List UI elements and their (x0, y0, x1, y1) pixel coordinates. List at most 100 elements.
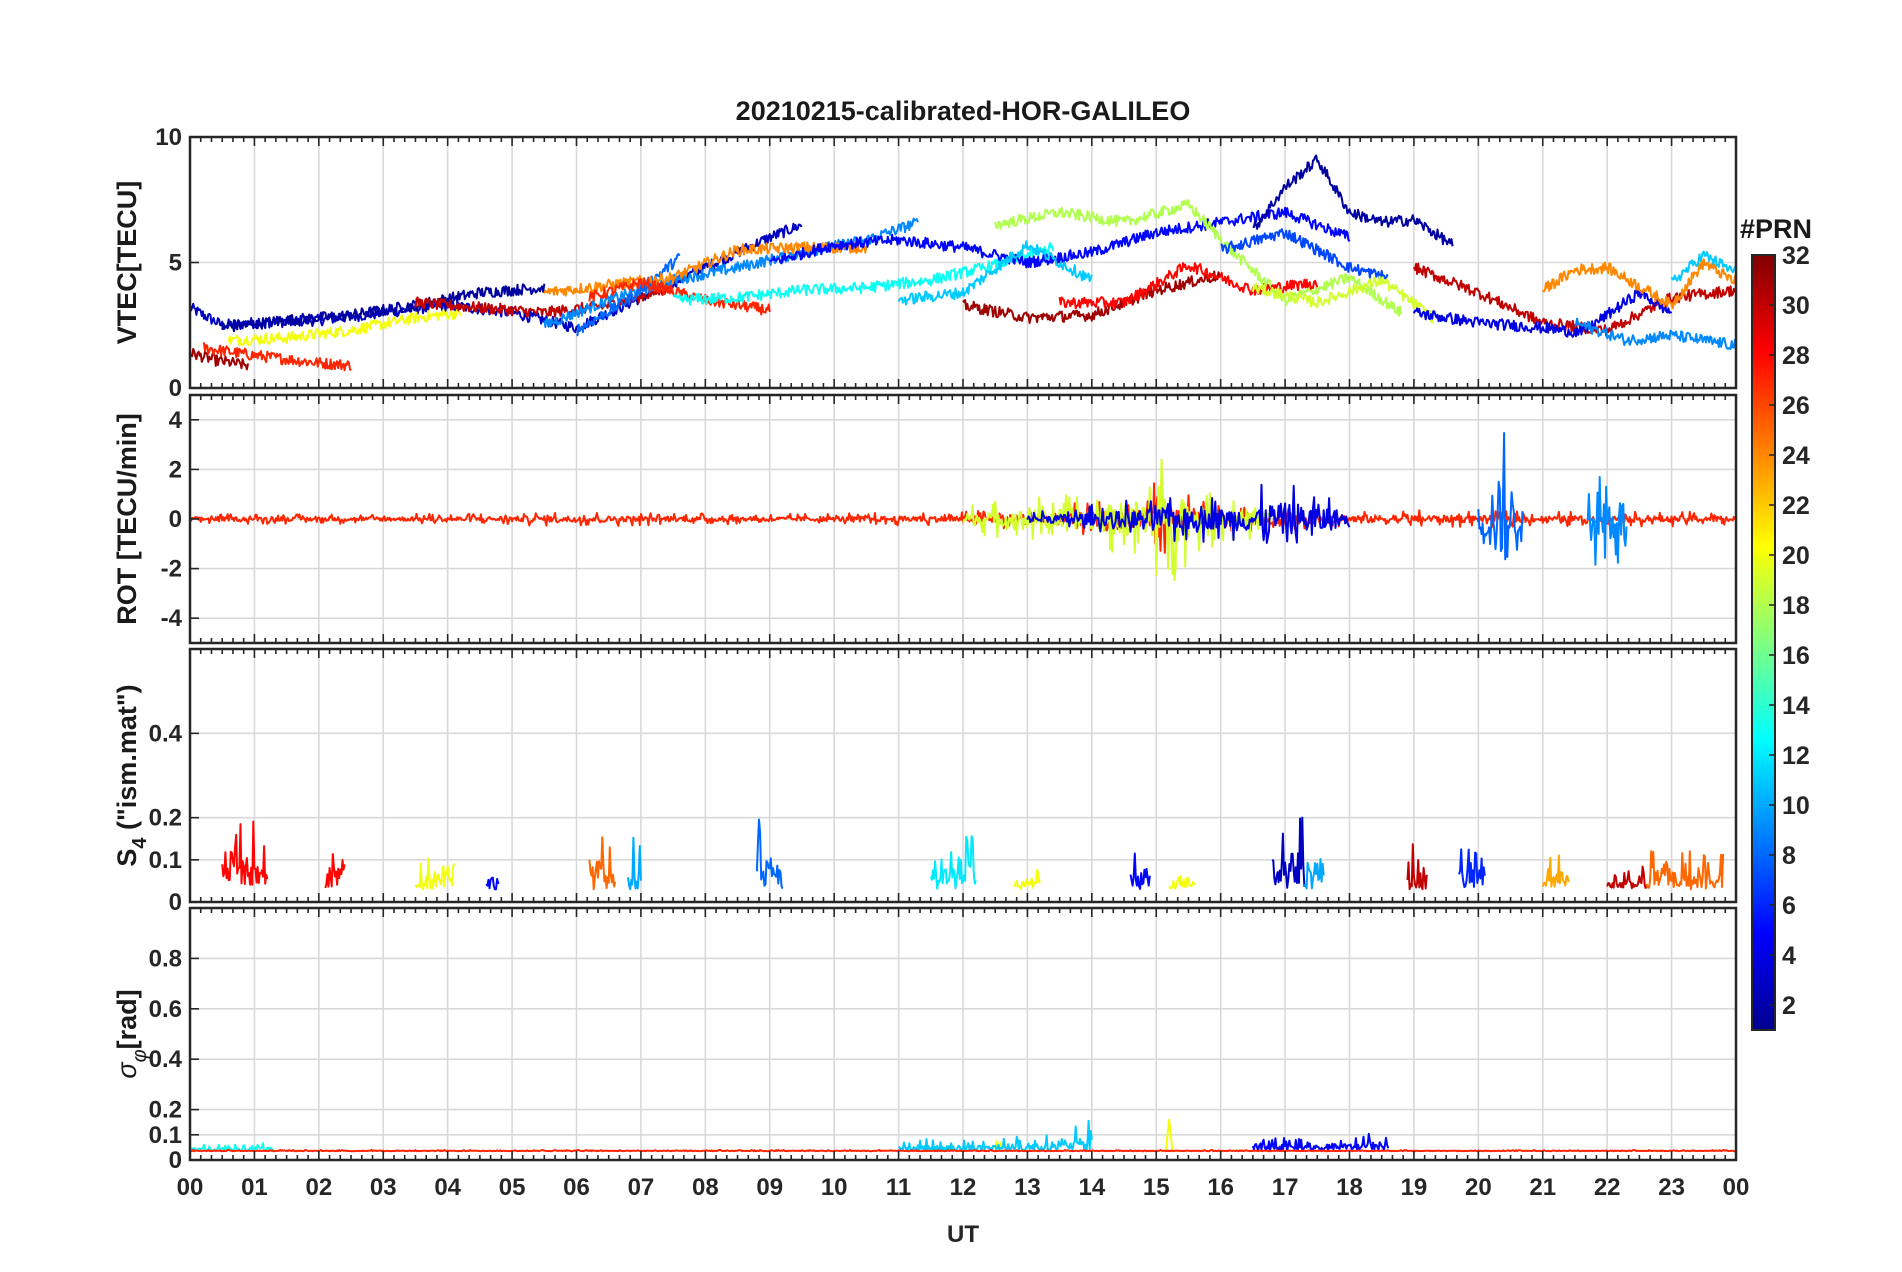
y-tick-label: 0 (169, 1147, 182, 1174)
series-prn-8 (755, 818, 784, 890)
series-prn-20 (1164, 1118, 1174, 1151)
x-tick-label: 10 (821, 1174, 848, 1201)
series-prn-3 (1271, 816, 1306, 889)
colorbar-tick-label: 16 (1782, 642, 1810, 670)
series-prn-10 (627, 836, 642, 891)
series-prn-31 (190, 347, 249, 371)
series-prn-11 (897, 240, 1093, 306)
x-tick-label: 12 (950, 1174, 977, 1201)
x-tick-label: 23 (1658, 1174, 1685, 1201)
colorbar-tick-label: 4 (1782, 942, 1796, 970)
colorbar-tick-label: 20 (1782, 542, 1810, 570)
series-prn-30 (1606, 865, 1647, 890)
panel-s4: 0 0.1 0.2 0.4S4 ("ism.mat") (112, 647, 1738, 916)
series-prn-18 (994, 198, 1402, 317)
panel-sigma-phi: 00.10.2 0.4 0.6 0.8 σφ[rad] (112, 906, 1738, 1174)
series-prn-5 (1129, 852, 1151, 890)
series-prn-30 (1406, 843, 1428, 891)
panel-rot: -4 -2 0 2 4 ROT [TECU/min] (112, 393, 1738, 645)
colorbar-gradient (1751, 254, 1776, 1031)
y-axis-label: ROT [TECU/min] (112, 413, 142, 624)
x-tick-label: 00 (1723, 1174, 1750, 1201)
series-prn-9 (543, 217, 919, 328)
series-prn-28 (221, 820, 269, 886)
series-prn-23 (1541, 854, 1570, 888)
y-tick-label: 0.6 (149, 996, 182, 1023)
x-tick-label: 18 (1336, 1174, 1363, 1201)
series-prn-24 (1541, 258, 1736, 310)
series-prn-11 (1670, 250, 1736, 282)
x-tick-label: 14 (1078, 1174, 1105, 1201)
colorbar-tick-label: 6 (1782, 892, 1796, 920)
colorbar-tick-label: 22 (1782, 492, 1810, 520)
series-prn-31 (962, 270, 1222, 324)
series-prn-11 (898, 1119, 1093, 1153)
y-tick-label: 0.4 (149, 1046, 183, 1073)
x-tick-label: 07 (628, 1174, 655, 1201)
colorbar-tick-label: 2 (1782, 992, 1796, 1020)
x-tick-label: 16 (1207, 1174, 1234, 1201)
series-prn-27 (202, 342, 352, 372)
series-prn-20 (1013, 868, 1042, 890)
colorbar-tick-label: 10 (1782, 792, 1810, 820)
sigma-phi-series (190, 1118, 1736, 1153)
series-prn-5 (485, 876, 500, 891)
rot-series (190, 432, 1736, 582)
series-prn-12 (929, 835, 977, 890)
y-tick-label: 0.2 (149, 805, 182, 832)
series-prn-8 (1477, 432, 1525, 561)
x-axis-label: UT (947, 1221, 979, 1248)
series-prn-4 (1026, 483, 1351, 544)
series-prn-9 (1586, 476, 1628, 566)
x-tick-label: 09 (756, 1174, 783, 1201)
series-prn-20 (1168, 875, 1196, 890)
x-tick-labels: 00 01 02 03 04 05 06 07 08 09 10 11 12 13 14 15 16 17 18 19… (177, 1174, 1750, 1201)
y-tick-label: 5 (169, 250, 182, 277)
series-prn-6 (1458, 848, 1486, 889)
y-tick-label: -4 (161, 605, 183, 632)
series-prn-10 (1303, 858, 1325, 890)
colorbar-tick-label: 14 (1782, 692, 1810, 720)
series-prn-8 (576, 253, 681, 337)
panel-vtec: 0 5 10 VTEC[TECU] (112, 124, 1738, 402)
series-prn-27 (190, 1148, 1736, 1153)
vtec-series (190, 154, 1736, 372)
series-prn-19 (1251, 275, 1435, 324)
y-axis-label: σφ[rad] (112, 989, 151, 1078)
x-tick-label: 03 (370, 1174, 397, 1201)
y-axis-label: S4 ("ism.mat") (112, 684, 151, 866)
chart-title: 20210215-calibrated-HOR-GALILEO (736, 96, 1191, 126)
colorbar-tick-label: 32 (1782, 242, 1810, 270)
x-tick-label: 15 (1143, 1174, 1170, 1201)
colorbar-tick-label: 28 (1782, 342, 1810, 370)
y-tick-label: 0.4 (149, 720, 183, 747)
series-prn-28 (1058, 262, 1319, 310)
x-tick-label: 04 (434, 1174, 461, 1201)
series-prn-4 (1412, 289, 1673, 338)
series-prn-27 (588, 277, 771, 316)
series-prn-25 (1644, 850, 1725, 891)
y-tick-label: 0 (169, 889, 182, 916)
y-tick-label: 0.1 (149, 1122, 182, 1149)
y-tick-label: 0.2 (149, 1097, 182, 1124)
x-tick-label: 11 (886, 1174, 911, 1201)
series-prn-2 (221, 283, 546, 333)
series-prn-20 (227, 307, 462, 347)
y-tick-label: 10 (155, 124, 182, 151)
y-tick-label: 0.8 (149, 945, 182, 972)
x-tick-label: 17 (1272, 1174, 1299, 1201)
y-tick-label: 0 (169, 375, 182, 402)
x-tick-label: 02 (305, 1174, 332, 1201)
colorbar-tick-label: 30 (1782, 292, 1810, 320)
x-tick-label: 22 (1594, 1174, 1621, 1201)
colorbar-tick-label: 18 (1782, 592, 1810, 620)
x-tick-label: 01 (241, 1174, 268, 1201)
series-prn-3 (190, 222, 803, 334)
series-prn-5 (1251, 1132, 1390, 1152)
x-tick-label: 20 (1465, 1174, 1492, 1201)
x-tick-label: 08 (692, 1174, 719, 1201)
series-prn-2 (1252, 154, 1454, 247)
y-tick-label: 0.1 (149, 847, 182, 874)
x-tick-label: 13 (1014, 1174, 1041, 1201)
